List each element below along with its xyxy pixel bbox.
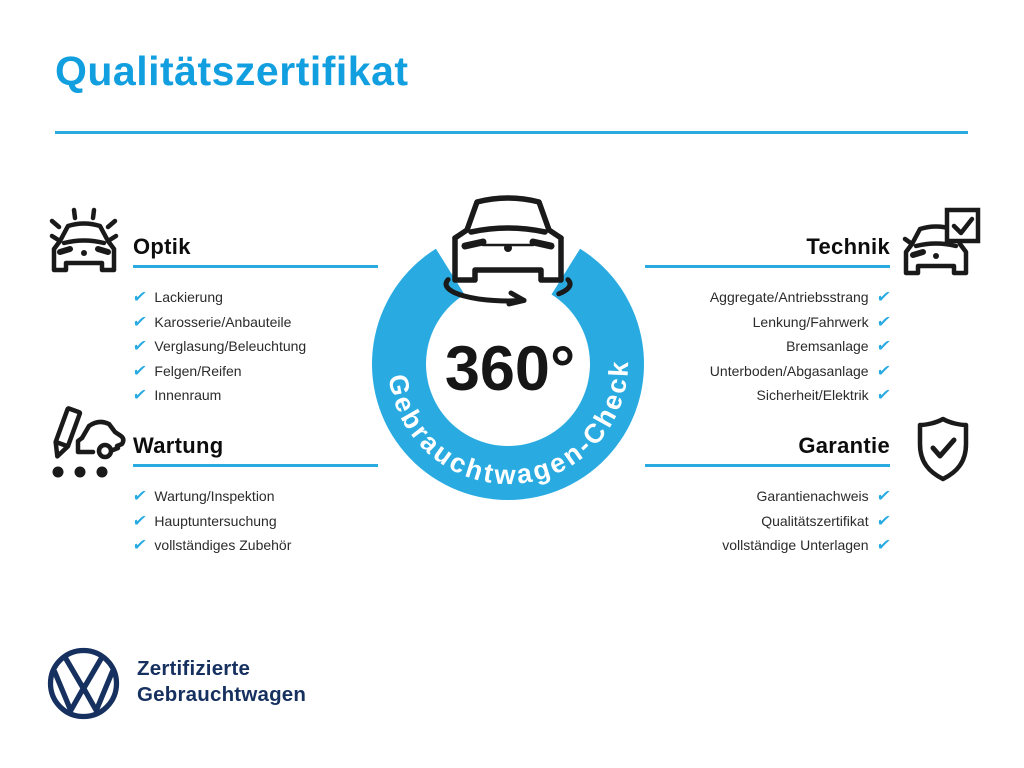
service-checklist-icon [52, 406, 126, 478]
checklist-item: Unterboden/Abgasanlage ✔ [645, 359, 892, 384]
checklist-item: ✔ Felgen/Reifen [131, 359, 378, 384]
item-label: Verglasung/Beleuchtung [154, 338, 307, 355]
checklist-item: Lenkung/Fahrwerk ✔ [645, 310, 892, 335]
badge-360-check: Gebrauchtwagen-Check 360° [372, 195, 644, 501]
item-label: Felgen/Reifen [154, 362, 242, 379]
check-icon: ✔ [875, 336, 892, 356]
checklist-item: ✔ Lackierung [131, 285, 378, 310]
check-icon: ✔ [131, 360, 149, 380]
garantie-checklist: Garantienachweis ✔ Qualitätszertifikat ✔ v… [645, 484, 892, 558]
check-icon: ✔ [875, 510, 892, 530]
checklist-item: ✔ Hauptuntersuchung [131, 509, 378, 534]
check-icon: ✔ [875, 486, 892, 506]
item-label: vollständiges Zubehör [154, 537, 292, 554]
item-label: Karosserie/Anbauteile [154, 313, 292, 330]
check-icon: ✔ [131, 486, 149, 506]
section-garantie: Garantie Garantienachweis ✔ Qualitätszert… [645, 435, 892, 558]
checklist-item: Bremsanlage ✔ [645, 334, 892, 359]
optik-heading: Optik [133, 236, 378, 268]
item-label: Sicherheit/Elektrik [756, 387, 869, 404]
check-icon: ✔ [131, 287, 149, 307]
checklist-item: Qualitätszertifikat ✔ [645, 509, 892, 534]
car-checkbox-icon [902, 207, 981, 276]
checklist-item: ✔ Verglasung/Beleuchtung [131, 334, 378, 359]
check-icon: ✔ [875, 535, 892, 555]
item-label: Bremsanlage [786, 338, 869, 355]
section-technik: Technik Aggregate/Antriebsstrang ✔ Lenkun… [645, 236, 892, 408]
garantie-heading: Garantie [645, 435, 890, 467]
item-label: Garantienachweis [756, 488, 869, 505]
technik-heading: Technik [645, 236, 890, 268]
check-icon: ✔ [131, 311, 149, 331]
check-icon: ✔ [131, 385, 149, 405]
item-label: Innenraum [154, 387, 222, 404]
checklist-item: ✔ vollständiges Zubehör [131, 533, 378, 558]
section-optik: Optik ✔ Lackierung ✔ Karosserie/Anbauteile… [131, 236, 378, 408]
checklist-item: ✔ Innenraum [131, 383, 378, 408]
item-label: Unterboden/Abgasanlage [709, 362, 869, 379]
technik-checklist: Aggregate/Antriebsstrang ✔ Lenkung/Fahrwe… [645, 285, 892, 408]
checklist-item: ✔ Karosserie/Anbauteile [131, 310, 378, 335]
item-label: Lackierung [154, 289, 223, 306]
footer-claim-line2: Gebrauchtwagen [137, 683, 307, 706]
section-wartung: Wartung ✔ Wartung/Inspektion ✔ Hauptunters… [131, 435, 378, 558]
footer-claim-line1: Zertifizierte [137, 657, 251, 680]
badge-degree-label: 360° [445, 334, 575, 404]
title-divider [55, 131, 968, 134]
item-label: Aggregate/Antriebsstrang [709, 289, 869, 306]
wartung-checklist: ✔ Wartung/Inspektion ✔ Hauptuntersuchung ✔… [131, 484, 378, 558]
footer-brand: Zertifizierte Gebrauchtwagen [46, 646, 306, 721]
item-label: Lenkung/Fahrwerk [752, 313, 869, 330]
checklist-item: ✔ Wartung/Inspektion [131, 484, 378, 509]
wartung-heading: Wartung [133, 435, 378, 467]
shield-check-icon [917, 416, 969, 482]
item-label: Hauptuntersuchung [154, 512, 277, 529]
check-icon: ✔ [875, 287, 892, 307]
check-icon: ✔ [131, 535, 149, 555]
page-title: Qualitätszertifikat [55, 48, 409, 94]
checklist-item: Garantienachweis ✔ [645, 484, 892, 509]
sparkling-car-icon [49, 207, 119, 273]
check-icon: ✔ [875, 311, 892, 331]
item-label: vollständige Unterlagen [722, 537, 869, 554]
rotating-car-icon [443, 195, 573, 307]
check-icon: ✔ [131, 336, 149, 356]
checklist-item: vollständige Unterlagen ✔ [645, 533, 892, 558]
vw-logo [47, 647, 120, 720]
checklist-item: Sicherheit/Elektrik ✔ [645, 383, 892, 408]
footer-claim: Zertifizierte Gebrauchtwagen [137, 656, 306, 708]
check-icon: ✔ [131, 510, 149, 530]
badge-ring [372, 248, 644, 501]
optik-checklist: ✔ Lackierung ✔ Karosserie/Anbauteile ✔ Verg… [131, 285, 378, 408]
check-icon: ✔ [875, 360, 892, 380]
checklist-item: Aggregate/Antriebsstrang ✔ [645, 285, 892, 310]
check-icon: ✔ [875, 385, 892, 405]
item-label: Qualitätszertifikat [761, 512, 869, 529]
item-label: Wartung/Inspektion [154, 488, 275, 505]
